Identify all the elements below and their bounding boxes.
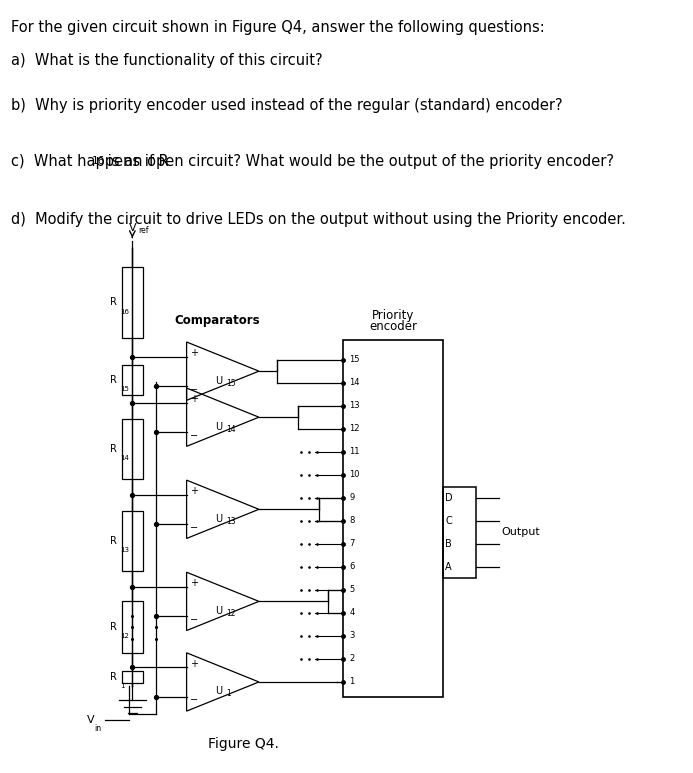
Text: −: − xyxy=(190,615,198,625)
Text: 12: 12 xyxy=(349,424,360,433)
Text: −: − xyxy=(190,385,198,394)
Text: 8: 8 xyxy=(349,516,355,526)
Text: b)  Why is priority encoder used instead of the regular (standard) encoder?: b) Why is priority encoder used instead … xyxy=(10,98,562,113)
Text: a)  What is the functionality of this circuit?: a) What is the functionality of this cir… xyxy=(10,53,322,68)
Bar xyxy=(121,419,143,478)
Text: 2: 2 xyxy=(349,655,355,663)
Text: V: V xyxy=(87,715,95,725)
Text: 16: 16 xyxy=(121,308,130,315)
Text: 4: 4 xyxy=(349,608,355,618)
Text: For the given circuit shown in Figure Q4, answer the following questions:: For the given circuit shown in Figure Q4… xyxy=(10,19,545,35)
Text: R: R xyxy=(109,536,116,546)
Text: 10: 10 xyxy=(349,470,360,479)
Text: R: R xyxy=(109,622,116,632)
Text: 7: 7 xyxy=(349,540,355,548)
Text: C: C xyxy=(445,516,452,526)
Text: Output: Output xyxy=(501,527,540,537)
Text: U: U xyxy=(216,421,222,431)
Bar xyxy=(121,267,143,338)
Text: U: U xyxy=(216,606,222,616)
Text: −: − xyxy=(190,523,198,533)
Text: 13: 13 xyxy=(121,547,130,553)
Text: ref: ref xyxy=(139,226,149,235)
Text: Figure Q4.: Figure Q4. xyxy=(209,737,279,751)
Text: Priority: Priority xyxy=(372,309,414,322)
Text: 1: 1 xyxy=(121,683,125,689)
Text: in: in xyxy=(94,724,101,733)
Text: 1: 1 xyxy=(227,690,231,699)
Text: B: B xyxy=(445,539,452,549)
Text: U: U xyxy=(216,686,222,696)
Text: 1: 1 xyxy=(349,677,355,686)
Text: +: + xyxy=(190,659,198,669)
Text: 15: 15 xyxy=(227,379,236,387)
Text: 9: 9 xyxy=(349,493,355,502)
Text: 14: 14 xyxy=(227,424,236,434)
Text: V: V xyxy=(128,223,136,233)
Text: 16: 16 xyxy=(92,156,105,166)
Text: 14: 14 xyxy=(121,455,129,461)
Text: d)  Modify the circuit to drive LEDs on the output without using the Priority en: d) Modify the circuit to drive LEDs on t… xyxy=(10,212,626,226)
Text: 5: 5 xyxy=(349,585,355,594)
Text: Comparators: Comparators xyxy=(174,314,260,327)
Text: is an open circuit? What would be the output of the priority encoder?: is an open circuit? What would be the ou… xyxy=(103,154,614,169)
Text: R: R xyxy=(109,375,116,385)
Bar xyxy=(443,487,476,577)
Bar xyxy=(121,365,143,394)
Text: 15: 15 xyxy=(349,355,360,364)
Text: +: + xyxy=(190,393,198,404)
Text: R: R xyxy=(109,672,116,682)
Text: −: − xyxy=(190,696,198,706)
Text: +: + xyxy=(190,578,198,588)
Text: R: R xyxy=(109,298,116,308)
Text: 3: 3 xyxy=(349,632,355,640)
Text: A: A xyxy=(445,562,452,572)
Text: −: − xyxy=(190,431,198,441)
Text: 14: 14 xyxy=(349,378,360,387)
Text: c)  What happens if R: c) What happens if R xyxy=(10,154,168,169)
Text: encoder: encoder xyxy=(369,320,417,333)
Bar xyxy=(121,601,143,653)
Text: U: U xyxy=(216,514,222,523)
Text: U: U xyxy=(216,376,222,386)
Bar xyxy=(121,671,143,683)
Text: 12: 12 xyxy=(227,609,236,618)
Text: R: R xyxy=(109,444,116,454)
Bar xyxy=(343,340,443,697)
Text: 15: 15 xyxy=(121,386,129,392)
Text: +: + xyxy=(190,348,198,358)
Text: 13: 13 xyxy=(227,516,236,526)
Text: 13: 13 xyxy=(349,401,360,410)
Text: 6: 6 xyxy=(349,562,355,571)
Bar xyxy=(121,511,143,570)
Text: +: + xyxy=(190,486,198,495)
Text: 12: 12 xyxy=(121,633,129,639)
Text: D: D xyxy=(445,492,453,502)
Text: 11: 11 xyxy=(349,448,360,456)
